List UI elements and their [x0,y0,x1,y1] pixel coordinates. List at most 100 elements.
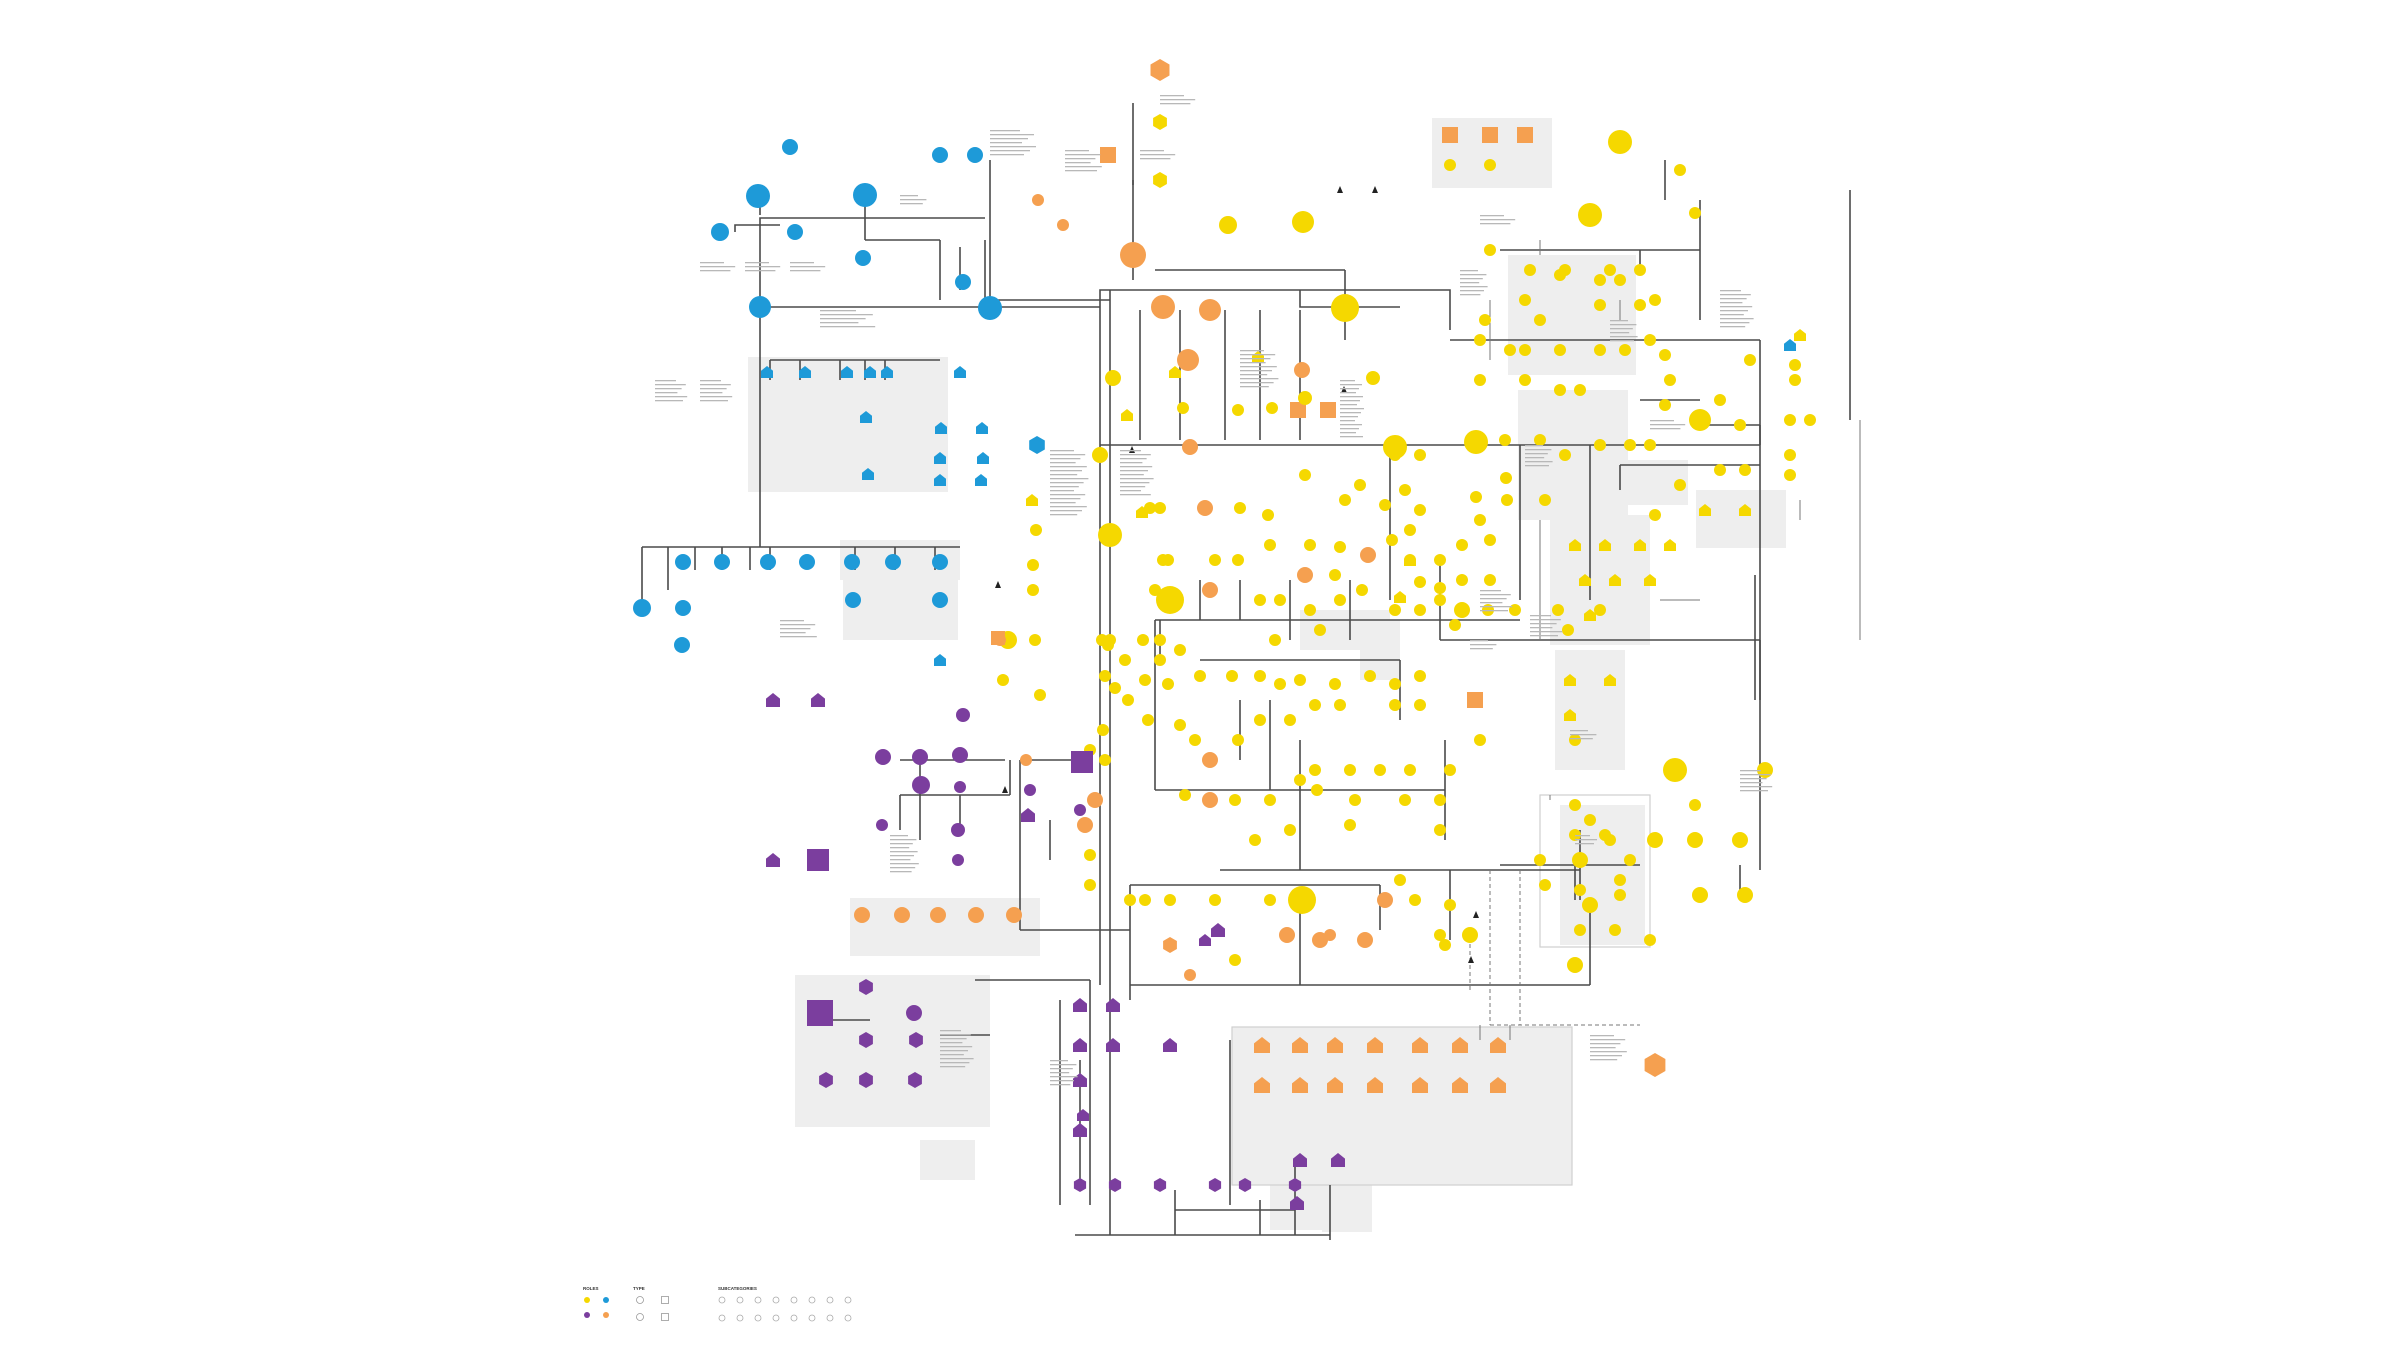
node-circle [1120,242,1146,268]
caption-text-line [790,262,814,264]
caption-text-line [990,138,1028,140]
node-pentagon [1254,1037,1270,1053]
node-circle [1789,374,1801,386]
caption-text-line [900,199,927,201]
node-circle [1614,274,1626,286]
caption-text-line [1050,458,1081,460]
caption-text-line [1050,454,1086,456]
legend-subcategory-icon [808,1296,816,1304]
node-pentagon [934,452,946,464]
caption-text-line [890,851,918,853]
caption-text-line [990,142,1022,144]
caption-text-line [990,134,1034,136]
node-circle [1232,734,1244,746]
caption-text-line [1720,290,1741,292]
caption-text-line [1050,490,1074,492]
node-circle [1194,670,1206,682]
caption-text-line [1480,219,1516,221]
node-hexagon [1644,1053,1666,1077]
node-pentagon [864,366,876,378]
caption-text-line [1340,392,1356,394]
caption-text-line [700,396,733,398]
node-circle [1674,479,1686,491]
caption-text-line [1340,404,1357,406]
node-hexagon [1029,436,1045,454]
caption-text-line [1590,1051,1627,1053]
caption-text-line [700,388,727,390]
node-square [1100,147,1116,163]
caption-text-line [655,388,682,390]
node-hexagon [1108,1178,1122,1192]
caption-text-line [1740,782,1763,784]
group-panels [748,118,1786,1232]
node-hexagon [1208,1178,1222,1192]
node-circle [1604,834,1616,846]
node-circle [1097,724,1109,736]
node-circle [1609,924,1621,936]
node-pentagon [1412,1037,1428,1053]
node-circle [1569,734,1581,746]
node-circle [1649,509,1661,521]
caption-text-line [1610,328,1633,330]
caption-text-line [1720,306,1753,308]
node-circle [633,599,651,617]
node-circle [1534,434,1546,446]
node-circle [1288,886,1316,914]
caption-text-line [1525,465,1549,467]
node-circle [1109,682,1121,694]
node-circle [1534,314,1546,326]
node-circle [1006,907,1022,923]
node-circle [1784,414,1796,426]
caption-text-line [1740,786,1773,788]
caption-text-line [1570,738,1593,740]
node-circle [875,749,891,765]
node-circle [997,674,1009,686]
legend-subcategory-icon [844,1296,852,1304]
node-circle [1389,449,1401,461]
node-square [807,1000,833,1026]
node-circle [853,183,877,207]
node-circle [1500,472,1512,484]
node-circle [1139,674,1151,686]
node-pentagon [1579,574,1591,586]
node-circle [1092,447,1108,463]
caption-text-line [1120,450,1141,452]
node-circle [1197,500,1213,516]
node-circle [1274,594,1286,606]
caption-text-line [1050,494,1086,496]
node-circle [1444,159,1456,171]
node-circle [1689,409,1711,431]
caption-text-line [1470,640,1488,642]
node-pentagon [1564,674,1576,686]
caption-text-line [940,1050,968,1052]
node-circle [1229,954,1241,966]
node-circle [1177,349,1199,371]
caption-text-line [890,843,913,845]
node-pentagon [1394,591,1406,603]
caption-text-line [1050,506,1087,508]
caption-text-line [1240,350,1264,352]
node-circle [1299,469,1311,481]
node-circle [1389,699,1401,711]
caption-text-line [940,1042,963,1044]
node-circle [799,554,815,570]
caption-texts [655,95,1773,1086]
caption-text-line [790,270,821,272]
caption-text-line [780,620,804,622]
node-circle [1689,799,1701,811]
node-circle [746,184,770,208]
node-circle [1154,634,1166,646]
caption-text-line [1120,474,1144,476]
node-circle [1202,792,1218,808]
node-pentagon [1327,1077,1343,1093]
legend-subcategory-icon [718,1296,726,1304]
node-pentagon [1292,1077,1308,1093]
node-circle [1027,559,1039,571]
caption-text-line [745,266,781,268]
node-circle [1784,449,1796,461]
node-circle [844,554,860,570]
node-circle [1356,584,1368,596]
node-circle [1124,894,1136,906]
caption-text-line [1120,462,1143,464]
